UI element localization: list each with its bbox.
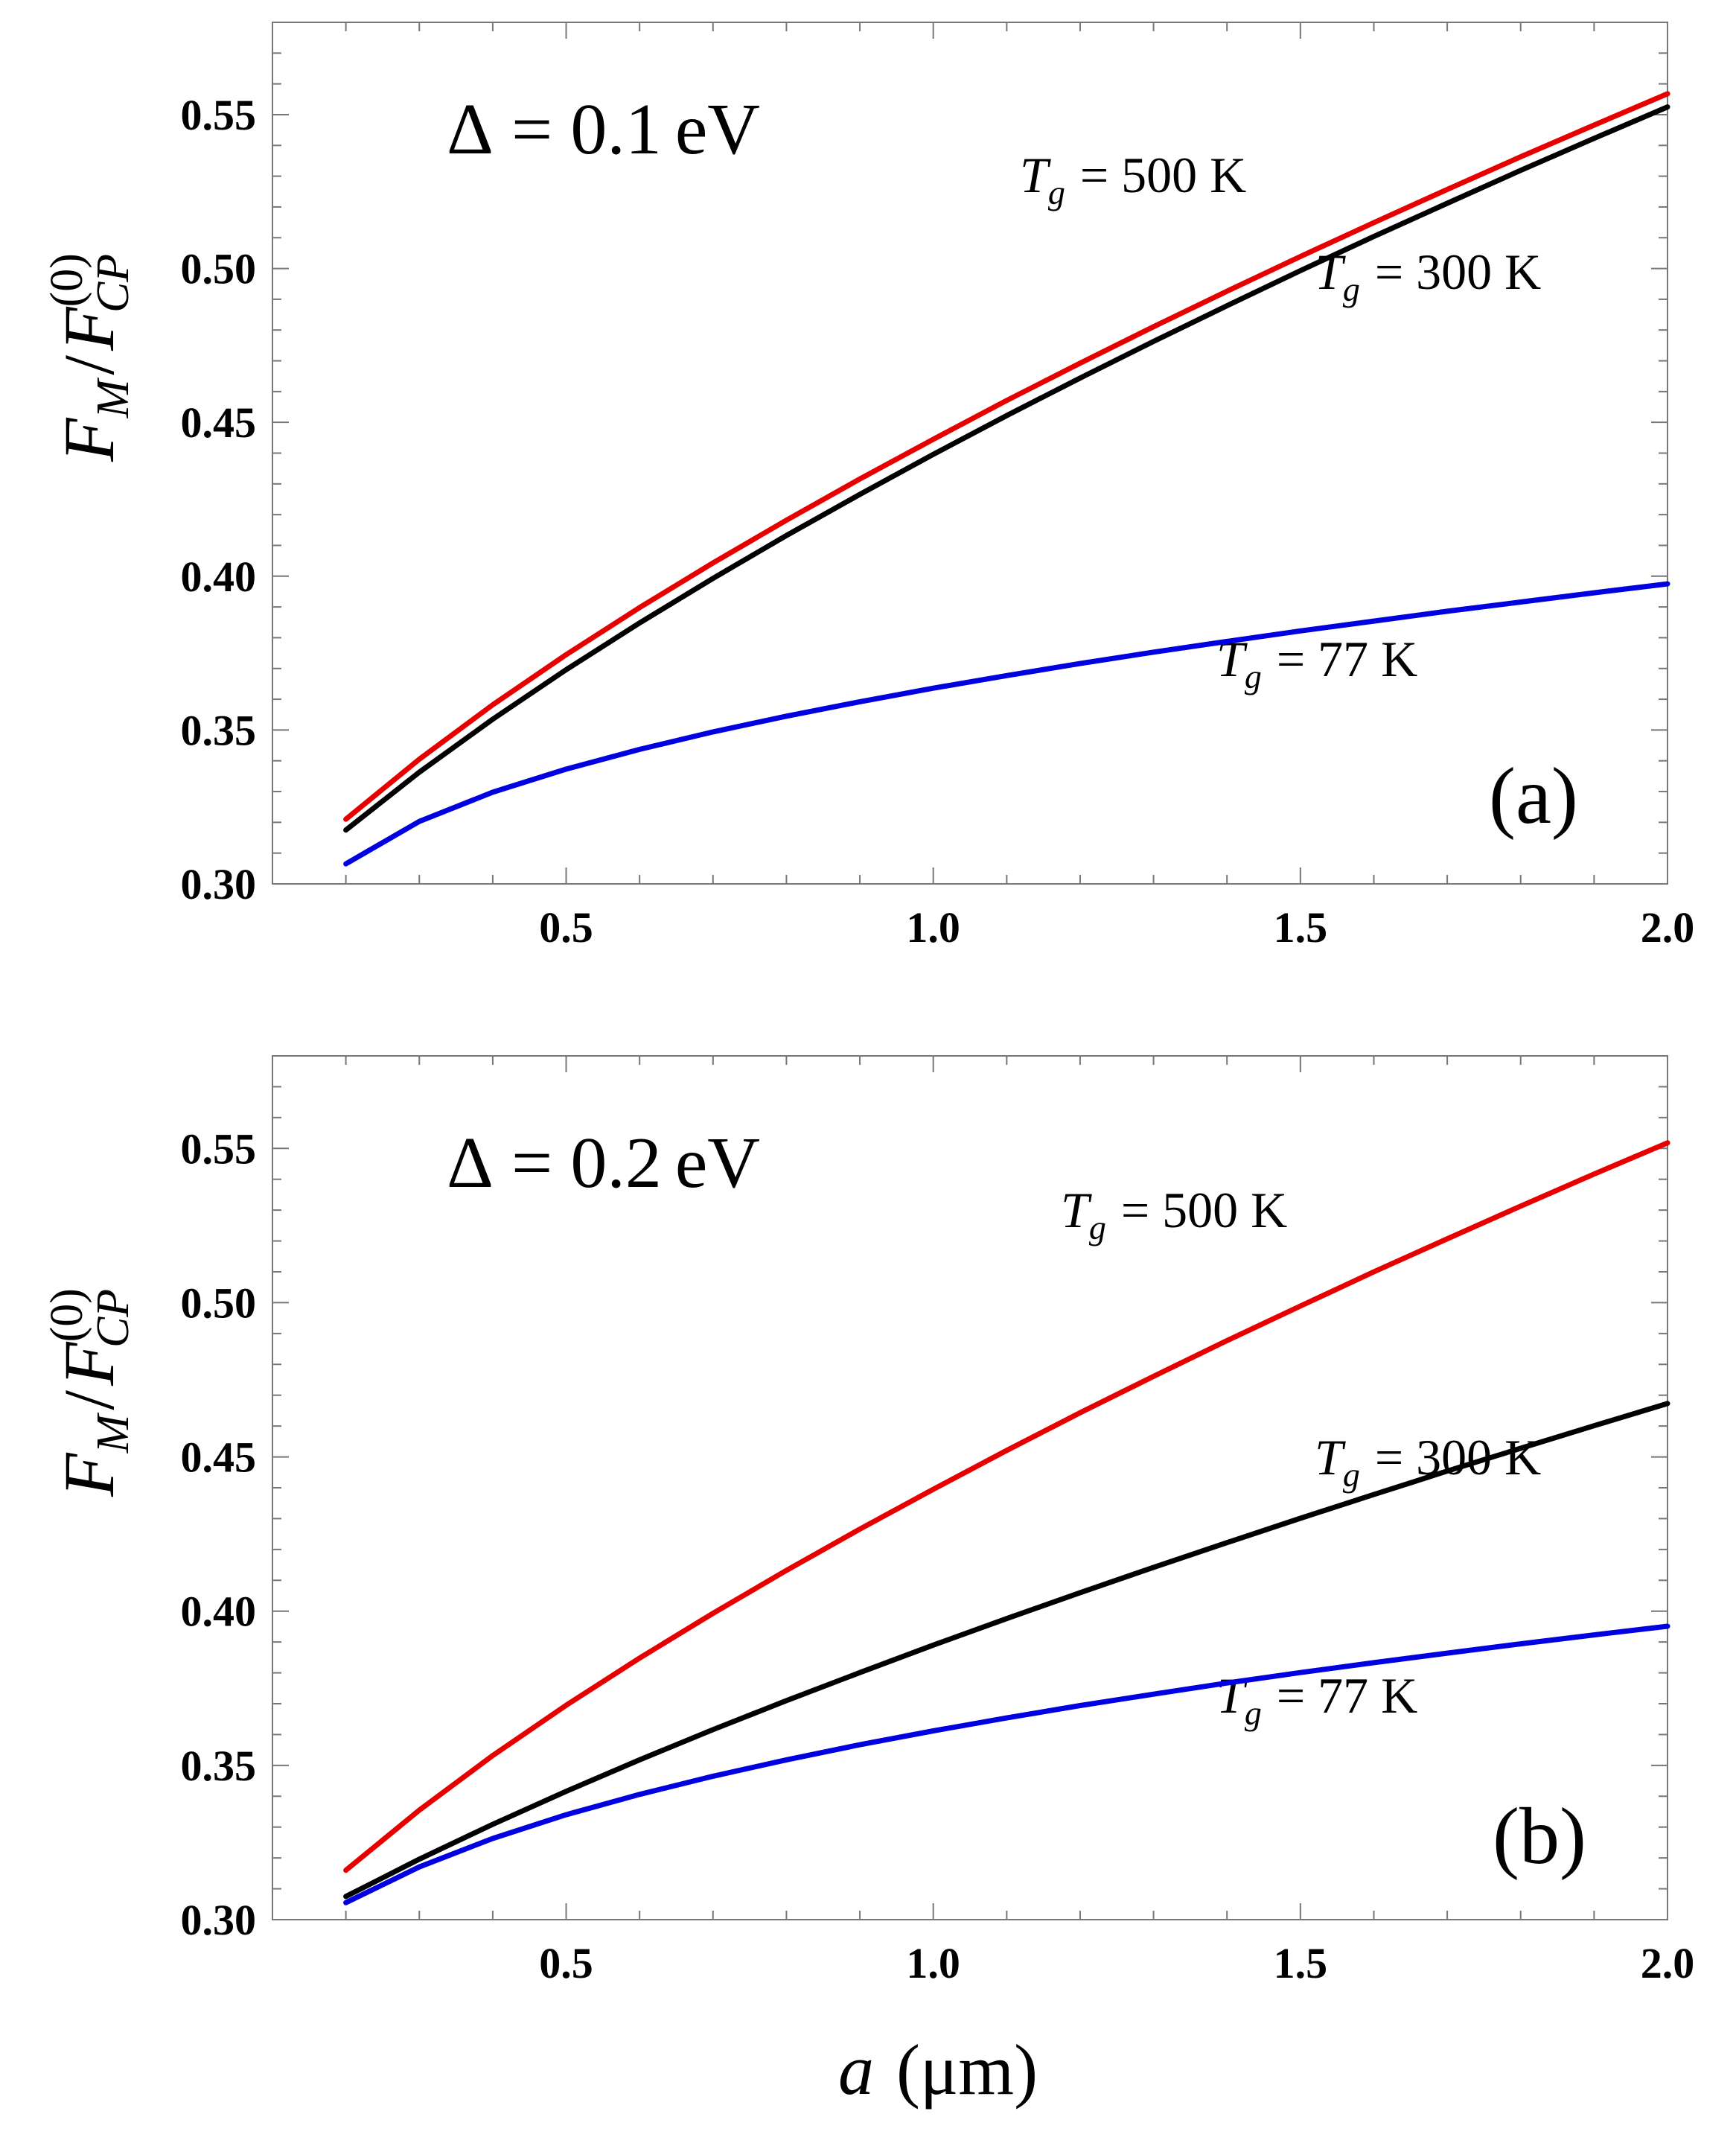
series-t-g-500-k	[343, 1140, 1670, 1873]
x-tick-label: 1.5	[1274, 1939, 1328, 1987]
y-label-slash: /	[49, 1390, 129, 1410]
y-tick-label: 0.35	[181, 1742, 257, 1790]
x-tick-label: 0.5	[539, 1939, 593, 1987]
delta-symbol: Δ	[447, 1123, 494, 1203]
y-tick-label: 0.30	[181, 860, 257, 908]
svg-text:Tg= 77 K: Tg = 77 K	[1216, 1667, 1417, 1732]
series-label-500k: Tg = 500 K	[1020, 147, 1246, 211]
series-label-300k: Tg = 300 K	[1315, 1429, 1541, 1494]
svg-text:Tg= 300 K: Tg = 300 K	[1315, 243, 1541, 308]
series-t-g-77-k	[343, 581, 1670, 867]
delta-value: 0.1	[570, 89, 662, 170]
series-line	[343, 91, 1670, 822]
series-label-sub: g	[1343, 1456, 1360, 1494]
series-label-sub: g	[1245, 1694, 1262, 1732]
y-tick-label: 0.30	[181, 1896, 257, 1944]
x-tick-label: 2.0	[1641, 903, 1695, 952]
series-label-var: T	[1216, 1667, 1248, 1724]
svg-text:Tg= 300 K: Tg = 300 K	[1315, 1429, 1541, 1494]
series-label-rest: = 300 K	[1375, 1429, 1541, 1486]
y-label-slash: /	[49, 355, 129, 375]
svg-text:Tg= 500 K: Tg = 500 K	[1061, 1182, 1287, 1246]
y-tick-label: 0.50	[181, 1279, 257, 1327]
panel-label: (b)	[1493, 1792, 1586, 1881]
y-label-den-sub: CP	[88, 1289, 138, 1348]
delta-annotation: Δ = 0.2 eV	[447, 1123, 760, 1203]
series-line	[343, 1623, 1670, 1905]
series-t-g-77-k	[343, 1623, 1670, 1905]
series-label-500k: Tg = 500 K	[1061, 1182, 1287, 1246]
x-tick-label: 1.0	[906, 1939, 960, 1987]
series-label-77k: Tg = 77 K	[1216, 1667, 1417, 1732]
series-label-rest: = 77 K	[1277, 631, 1417, 687]
delta-unit: eV	[675, 1123, 760, 1203]
x-label-unit: (μm)	[896, 2030, 1038, 2110]
delta-symbol: Δ	[447, 89, 494, 170]
svg-text:Δ=0.1eV: Δ = 0.1 eV	[447, 89, 760, 170]
series-label-sub: g	[1089, 1209, 1106, 1246]
y-tick-label: 0.55	[181, 1124, 257, 1173]
series-label-rest: = 500 K	[1080, 147, 1246, 203]
y-label-den-sup: (0)	[42, 1288, 92, 1342]
series-label-rest: = 77 K	[1277, 1667, 1417, 1724]
series-label-sub: g	[1343, 270, 1360, 308]
x-tick-label: 0.5	[539, 903, 593, 952]
y-label-num-sub: M	[88, 1412, 138, 1454]
series-label-var: T	[1061, 1182, 1092, 1238]
series-t-g-500-k	[343, 91, 1670, 822]
y-tick-label: 0.40	[181, 1588, 257, 1636]
series-t-g-300-k	[343, 104, 1670, 833]
delta-eq: =	[511, 89, 552, 170]
x-label-var: a	[838, 2030, 874, 2110]
y-label-den-sub: CP	[88, 254, 138, 313]
series-line	[343, 104, 1670, 833]
series-line	[343, 581, 1670, 867]
x-axis-label: a (μm)	[838, 2030, 1038, 2110]
y-tick-label: 0.40	[181, 553, 257, 601]
y-tick-label: 0.50	[181, 245, 257, 293]
x-tick-label: 1.0	[906, 903, 960, 952]
series-line	[343, 1401, 1670, 1900]
y-axis-label: FM/F(0)CP	[42, 253, 138, 462]
svg-text:FM/F(0)CP: FM/F(0)CP	[42, 253, 138, 462]
series-line	[343, 1140, 1670, 1873]
series-label-var: T	[1020, 147, 1051, 203]
delta-value: 0.2	[570, 1123, 662, 1203]
y-tick-label: 0.45	[181, 1433, 257, 1482]
y-tick-label: 0.55	[181, 91, 257, 139]
svg-text:Δ=0.2eV: Δ = 0.2 eV	[447, 1123, 760, 1203]
y-label-den: F	[49, 1341, 129, 1386]
svg-text:a(μm): a (μm)	[838, 2030, 1038, 2110]
delta-eq: =	[511, 1123, 552, 1203]
y-label-num-sub: M	[88, 377, 138, 418]
y-tick-label: 0.45	[181, 398, 257, 447]
series-label-rest: = 300 K	[1375, 243, 1541, 300]
svg-text:Tg= 500 K: Tg = 500 K	[1020, 147, 1246, 211]
y-tick-label: 0.35	[181, 706, 257, 754]
panel-b: FM/F(0)CP Δ = 0.2 eV (b) Tg = 500 K Tg = 300 …	[42, 1055, 1695, 1987]
panel-label: (a)	[1489, 752, 1578, 841]
axes: 0.5 1.0 1.5 2.0 0.30 0.35 0.40 0.45 0.50 0.55	[181, 22, 1695, 952]
y-label-den: F	[49, 306, 129, 351]
series-label-var: T	[1315, 1429, 1346, 1486]
axes: 0.5 1.0 1.5 2.0 0.30 0.35 0.40 0.45 0.50 0.55	[181, 1055, 1695, 1987]
y-label-den-sup: (0)	[42, 253, 92, 307]
series-label-rest: = 500 K	[1121, 1182, 1287, 1238]
panel-a: FM/F(0)CP Δ = 0.1 eV (a) Tg = 500 K Tg = 300 …	[42, 22, 1694, 952]
svg-text:FM/F(0)CP: FM/F(0)CP	[42, 1288, 138, 1497]
y-axis-label: FM/F(0)CP	[42, 1288, 138, 1497]
x-tick-label: 1.5	[1274, 903, 1328, 952]
series-label-300k: Tg = 300 K	[1315, 243, 1541, 308]
series-t-g-300-k	[343, 1401, 1670, 1900]
y-label-num: F	[49, 417, 129, 462]
delta-annotation: Δ = 0.1 eV	[447, 89, 760, 170]
y-label-num: F	[49, 1452, 129, 1497]
x-tick-label: 2.0	[1641, 1939, 1695, 1987]
delta-unit: eV	[675, 89, 760, 170]
series-label-sub: g	[1245, 658, 1262, 695]
series-label-sub: g	[1048, 173, 1065, 211]
